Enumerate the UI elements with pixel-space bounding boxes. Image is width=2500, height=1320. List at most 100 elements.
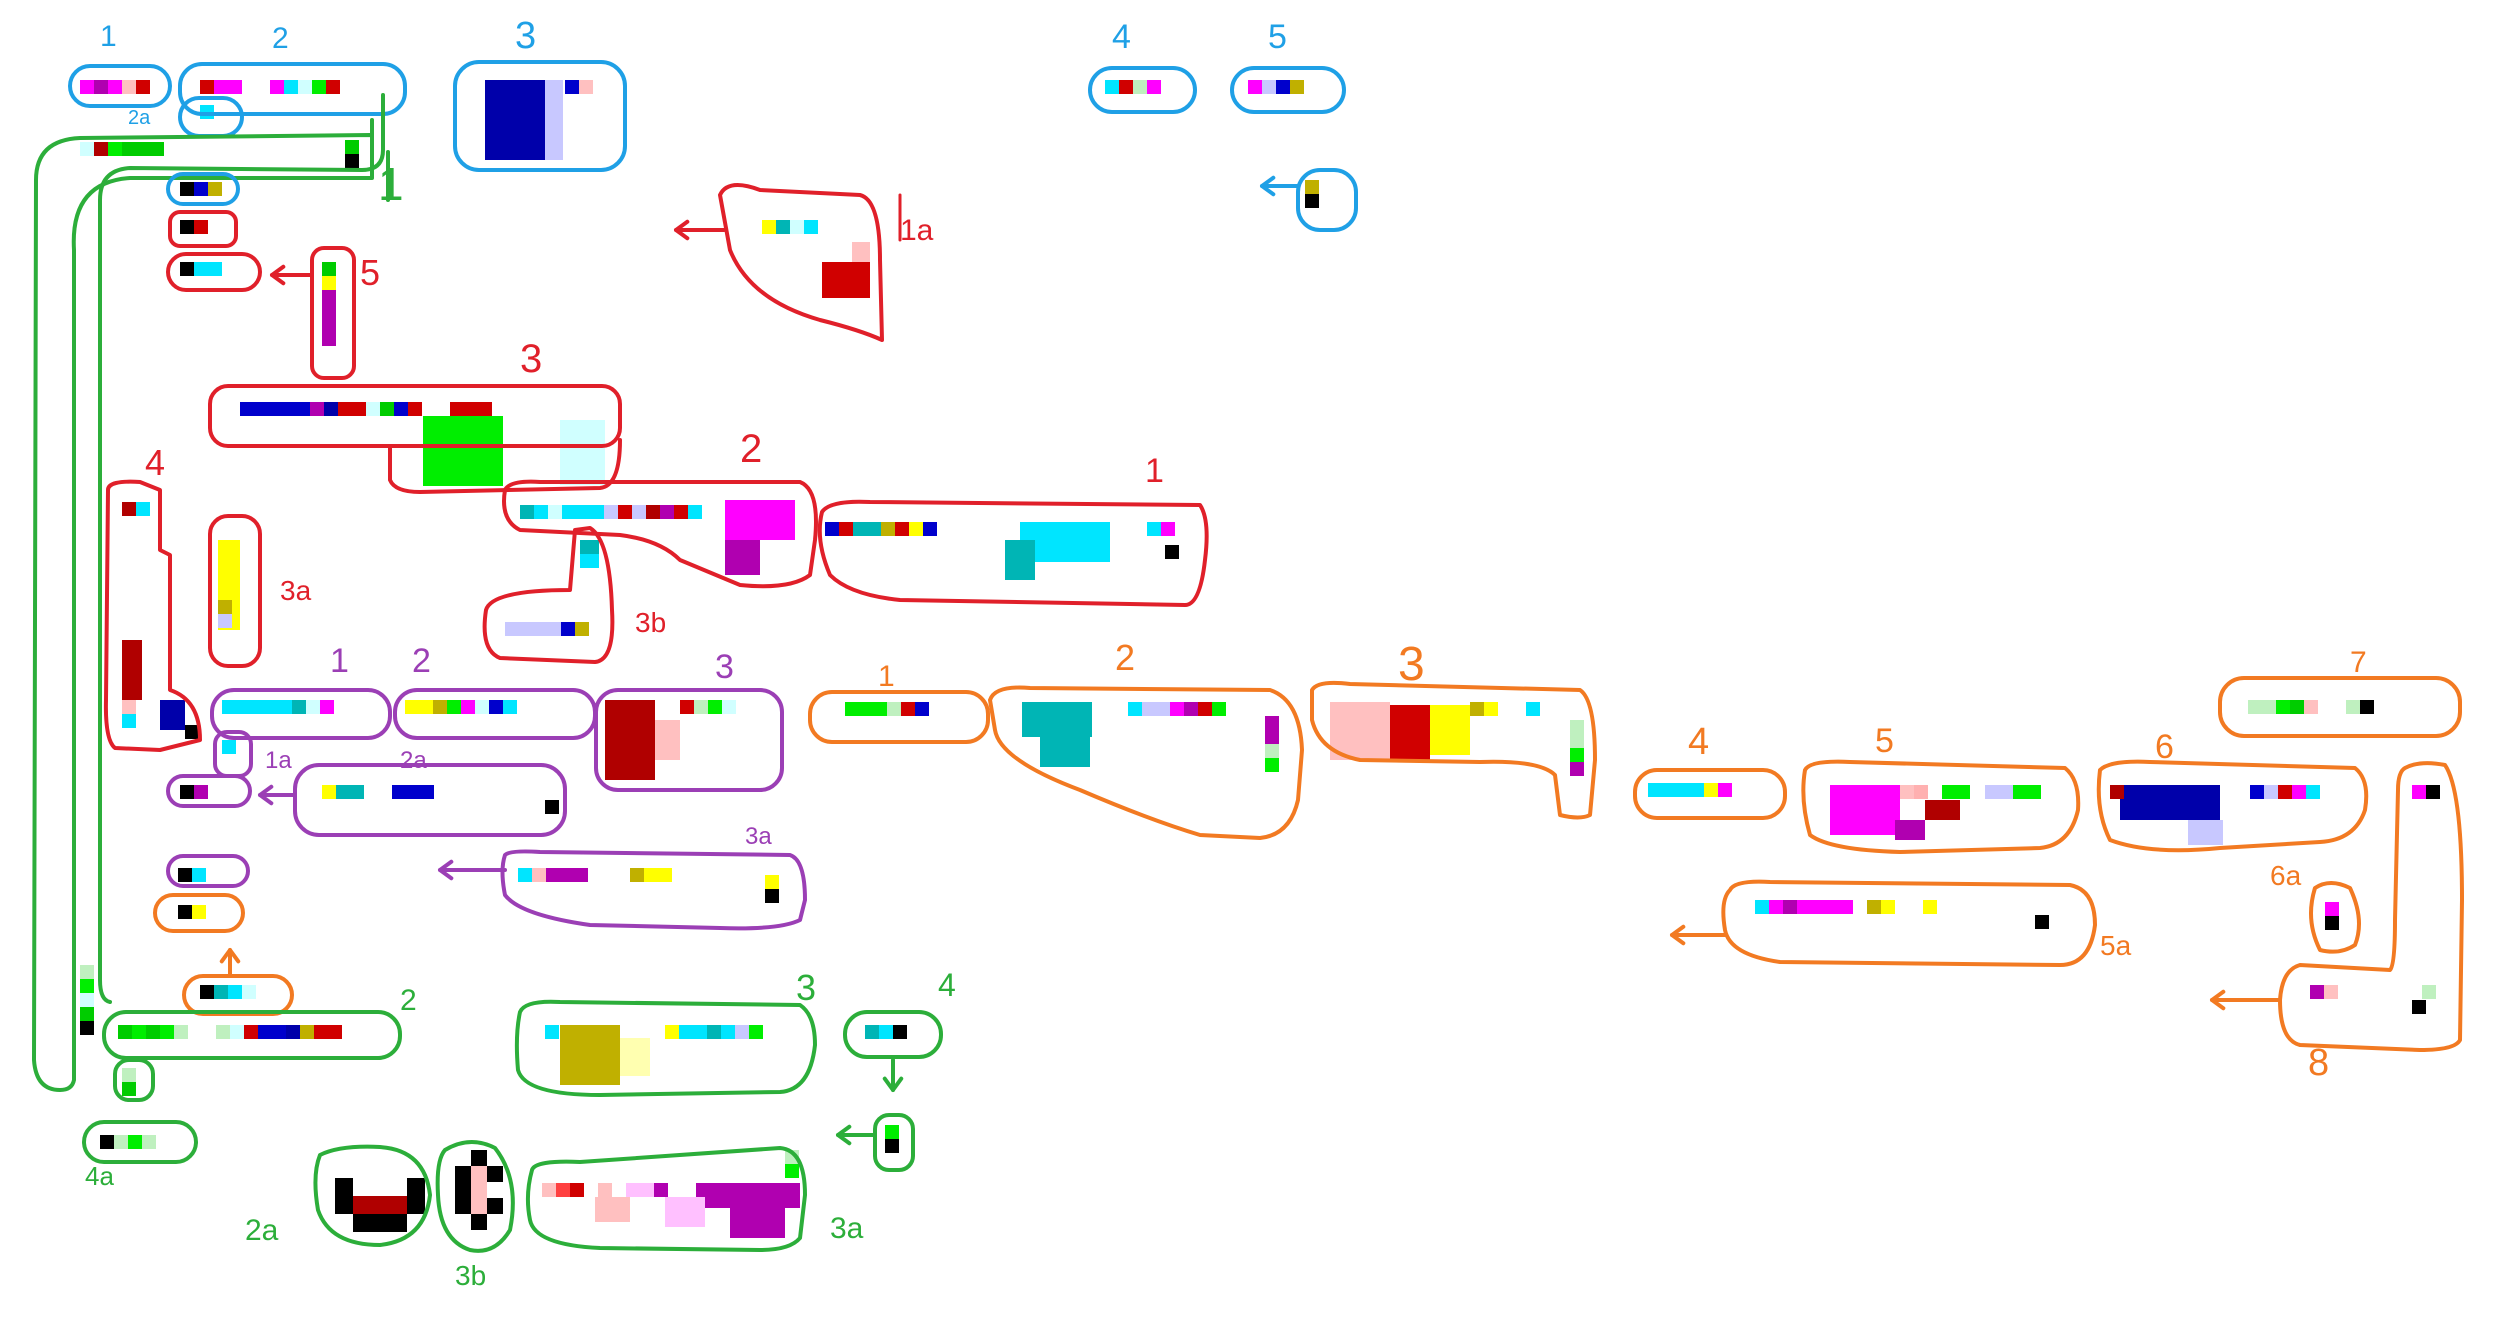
- pixel-cell: [108, 80, 122, 94]
- label-green-3b: 3b: [455, 1260, 486, 1291]
- label-blue-3: 3: [515, 15, 536, 57]
- pixel-cell: [679, 1025, 693, 1039]
- pixel-cell: [1265, 758, 1279, 772]
- green-3-row: [665, 1025, 763, 1039]
- label-purple-2a: 2a: [400, 747, 427, 774]
- pixel-cell: [160, 1025, 174, 1039]
- pixel-cell: [122, 700, 136, 714]
- pixel-cell: [1147, 80, 1161, 94]
- pixel-cell: [216, 1025, 230, 1039]
- orange-2-cells: [1265, 758, 1279, 772]
- pixel-cell: [366, 402, 380, 416]
- orange-2-row: [1128, 702, 1226, 716]
- red-4-cells: [122, 700, 136, 714]
- label-orange-4: 4: [1688, 721, 1709, 763]
- label-green-2: 2: [400, 984, 417, 1017]
- pixel-cell: [542, 1183, 556, 1197]
- pixel-cell: [585, 540, 599, 554]
- pixel-cell: [1262, 80, 1276, 94]
- purple-3-red-block: [605, 700, 655, 780]
- pixel-cell: [570, 1183, 584, 1197]
- orange-group-6a: [2309, 881, 2361, 954]
- red-4-top-cells: [122, 502, 150, 516]
- orange-group-8: [2278, 761, 2464, 1052]
- pixel-cell: [2360, 700, 2374, 714]
- pixel-cell: [556, 1183, 570, 1197]
- pixel-cell: [518, 868, 532, 882]
- pixel-cell: [80, 993, 94, 1007]
- pixel-cell: [328, 1025, 342, 1039]
- orange-6-left-cell: [2110, 785, 2124, 799]
- pixel-cell: [380, 402, 394, 416]
- pixel-cell: [562, 505, 576, 519]
- blue-group-6: [1296, 168, 1358, 232]
- pixel-cell: [371, 1196, 389, 1214]
- pixel-cell: [1783, 900, 1797, 914]
- pixel-cell: [618, 505, 632, 519]
- pixel-cell: [545, 1025, 559, 1039]
- pixel-cell: [178, 868, 192, 882]
- pixel-cell: [561, 622, 575, 636]
- label-orange-5a: 5a: [2100, 930, 2132, 961]
- label-green-1: 1: [378, 158, 404, 210]
- pixel-cell: [2248, 700, 2262, 714]
- pixel-cell: [2412, 785, 2426, 799]
- purple-group-1: [210, 688, 392, 740]
- pixel-cell: [2412, 1000, 2426, 1014]
- pixel-cell: [632, 505, 646, 519]
- pixel-cell: [254, 402, 268, 416]
- pixel-cell: [142, 1135, 156, 1149]
- pixel-cell: [314, 1025, 328, 1039]
- purple-arrow-2a-head: [258, 784, 274, 806]
- pixel-cell: [1914, 785, 1928, 799]
- pixel-cell: [298, 80, 312, 94]
- orange-arrow-5a-head: [1670, 924, 1686, 946]
- purple-2a-cell: [545, 800, 559, 814]
- blue-6-cells: [1305, 194, 1319, 208]
- pixel-cell: [694, 700, 708, 714]
- label-orange-6: 6: [2155, 728, 2174, 766]
- green-4b-cells: [885, 1139, 899, 1153]
- pixel-cell: [2110, 785, 2124, 799]
- red-1a-cells: [762, 220, 818, 234]
- label-orange-5: 5: [1875, 722, 1894, 760]
- pixel-cell: [865, 1025, 879, 1039]
- orange-2-teal-block: [1022, 702, 1092, 737]
- blue-group-1: [68, 64, 172, 108]
- pixel-cell: [2346, 700, 2360, 714]
- orange-3-row: [1470, 702, 1540, 716]
- pixel-cell: [222, 700, 236, 714]
- pixel-cell: [560, 868, 574, 882]
- pixel-cell: [1484, 702, 1498, 716]
- orange-3-cells: [1570, 720, 1584, 734]
- green-4-row: [865, 1025, 907, 1039]
- red-3b-row: [505, 622, 589, 636]
- orange-group-1: [808, 690, 990, 744]
- red-5-cells: [322, 318, 336, 332]
- orange-group-3: [1310, 680, 1597, 820]
- pixel-cell: [228, 985, 242, 999]
- pixel-cell: [146, 1025, 160, 1039]
- pixel-cell: [389, 1196, 407, 1214]
- pixel-cell: [520, 505, 534, 519]
- pixel-cell: [270, 80, 284, 94]
- pixel-cell: [548, 505, 562, 519]
- blue-1-cells: [80, 80, 150, 94]
- pixel-cell: [322, 276, 336, 290]
- pixel-cell: [665, 1025, 679, 1039]
- pixel-cell: [1156, 702, 1170, 716]
- pixel-cell: [394, 402, 408, 416]
- pixel-cell: [790, 220, 804, 234]
- pixel-cell: [804, 220, 818, 234]
- green-1-right-cells: [345, 140, 359, 154]
- orange-5a-cell: [2035, 915, 2049, 929]
- pixel-cell: [1470, 702, 1484, 716]
- purple-3-row: [680, 700, 736, 714]
- green-left-cells: [80, 979, 94, 993]
- group-outlines: [32, 60, 2464, 1253]
- pixel-cell: [389, 1214, 407, 1232]
- pixel-cell: [450, 402, 464, 416]
- pixel-cell: [136, 80, 150, 94]
- pixel-cell: [320, 700, 334, 714]
